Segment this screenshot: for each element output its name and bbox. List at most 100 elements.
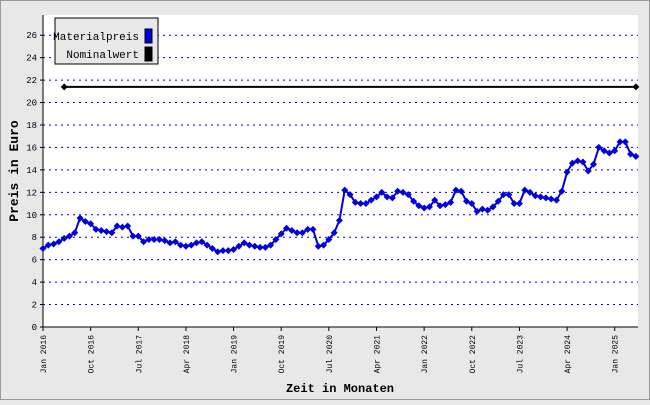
- y-tick-label: 0: [32, 323, 37, 333]
- x-tick-label: Jan 2025: [612, 335, 621, 374]
- data-point: [484, 206, 492, 214]
- data-point: [341, 186, 349, 194]
- data-point: [230, 246, 238, 254]
- data-point: [441, 201, 449, 209]
- data-point: [245, 241, 253, 249]
- data-point: [71, 229, 79, 237]
- data-point: [431, 196, 439, 204]
- y-tick-label: 2: [32, 301, 37, 311]
- data-point: [267, 241, 275, 249]
- data-point: [367, 196, 375, 204]
- data-point: [187, 241, 195, 249]
- y-tick-label: 26: [26, 31, 37, 41]
- y-tick-label: 18: [26, 121, 37, 131]
- x-tick-label: Jul 2023: [516, 335, 525, 374]
- data-point: [113, 222, 121, 230]
- data-point: [616, 138, 624, 146]
- data-point: [60, 83, 68, 91]
- data-point: [129, 232, 137, 240]
- data-point: [383, 193, 391, 201]
- data-point: [60, 234, 68, 242]
- data-point: [330, 229, 338, 237]
- data-point: [214, 248, 222, 256]
- data-point: [494, 197, 502, 205]
- data-point: [600, 147, 608, 155]
- data-point: [304, 225, 312, 233]
- data-point: [76, 214, 84, 222]
- data-point: [568, 159, 576, 167]
- x-tick-label: Jul 2020: [326, 335, 335, 374]
- data-point: [552, 196, 560, 204]
- data-point: [161, 237, 169, 245]
- data-point: [261, 243, 269, 251]
- data-point: [272, 235, 280, 243]
- data-point: [521, 186, 529, 194]
- data-point: [283, 224, 291, 232]
- data-point: [240, 239, 248, 247]
- data-point: [420, 204, 428, 212]
- legend-swatch: [144, 46, 153, 62]
- data-point: [378, 188, 386, 196]
- data-point: [547, 195, 555, 203]
- data-point: [537, 193, 545, 201]
- data-point: [452, 186, 460, 194]
- data-point: [590, 160, 598, 168]
- y-tick-label: 14: [26, 166, 37, 176]
- plot-area: [43, 15, 638, 327]
- x-tick-label: Oct 2019: [278, 335, 287, 374]
- data-point: [447, 198, 455, 206]
- x-tick-label: Apr 2024: [564, 335, 573, 374]
- data-point: [611, 147, 619, 155]
- data-point: [404, 191, 412, 199]
- data-point: [256, 243, 264, 251]
- data-point: [394, 187, 402, 195]
- data-point: [388, 194, 396, 202]
- x-tick-label: Jul 2017: [135, 335, 144, 374]
- data-point: [542, 194, 550, 202]
- data-point: [632, 152, 640, 160]
- x-tick-label: Jan 2019: [231, 335, 240, 374]
- data-point: [203, 241, 211, 249]
- data-point: [632, 83, 640, 91]
- data-point: [198, 238, 206, 246]
- data-point: [224, 247, 232, 255]
- data-point: [563, 168, 571, 176]
- data-point: [39, 244, 47, 252]
- data-point: [605, 149, 613, 157]
- data-point: [489, 203, 497, 211]
- legend-label: Nominalwert: [66, 50, 139, 62]
- data-point: [208, 244, 216, 252]
- x-tick-label: Oct 2022: [469, 335, 478, 374]
- data-point: [171, 238, 179, 246]
- data-point: [134, 232, 142, 240]
- data-point: [415, 202, 423, 210]
- data-point: [150, 235, 158, 243]
- data-point: [558, 187, 566, 195]
- data-point: [621, 138, 629, 146]
- data-point: [251, 242, 259, 250]
- data-point: [500, 191, 508, 199]
- data-point: [478, 205, 486, 213]
- data-point: [362, 200, 370, 208]
- data-point: [103, 228, 111, 236]
- data-point: [65, 232, 73, 240]
- data-point: [425, 203, 433, 211]
- data-point: [372, 193, 380, 201]
- y-tick-label: 12: [26, 188, 37, 198]
- data-point: [510, 200, 518, 208]
- data-point: [473, 207, 481, 215]
- y-tick-label: 16: [26, 143, 37, 153]
- data-point: [584, 167, 592, 175]
- data-point: [410, 197, 418, 205]
- data-point: [627, 150, 635, 158]
- data-point: [145, 235, 153, 243]
- data-point: [462, 197, 470, 205]
- y-tick-label: 24: [26, 54, 37, 64]
- x-tick-label: Jan 2016: [40, 335, 49, 374]
- legend-swatch: [144, 28, 153, 44]
- data-point: [526, 188, 534, 196]
- data-point: [277, 230, 285, 238]
- y-axis-label: Preis in Euro: [7, 120, 22, 222]
- legend-label: Materialpreis: [53, 32, 139, 44]
- x-tick-label: Apr 2021: [373, 335, 382, 374]
